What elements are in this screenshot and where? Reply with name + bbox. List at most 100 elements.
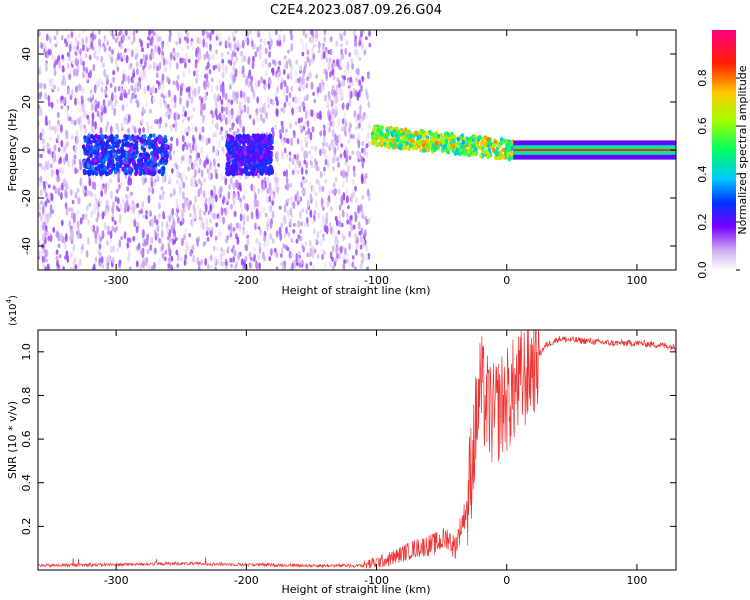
noise-cell [311,46,315,55]
noise-cell [292,201,296,210]
noise-cell [250,211,254,220]
signal-cell [237,133,242,139]
noise-cell [114,38,118,43]
noise-cell [162,95,166,99]
noise-cell [84,53,88,59]
noise-cell [187,142,190,148]
x-tick-label: -200 [234,574,259,587]
noise-cell [334,176,338,183]
noise-cell [184,127,187,134]
noise-cell [95,47,99,54]
noise-cell [181,191,185,200]
noise-cell [100,86,104,93]
signal-cell [104,156,109,162]
noise-cell [233,61,236,66]
noise-cell [359,244,363,250]
noise-cell [329,251,333,259]
signal-cell [121,138,125,144]
noise-cell [338,64,341,70]
noise-cell [146,233,150,241]
noise-cell [64,244,67,250]
signal-cell [135,169,139,175]
noise-cell [352,188,356,198]
noise-cell [58,254,62,259]
noise-cell [344,119,347,124]
noise-cell [187,58,191,64]
noise-cell [307,199,310,209]
noise-cell [299,81,303,90]
noise-cell [152,95,156,103]
noise-cell [118,216,122,224]
noise-cell [239,213,243,222]
noise-cell [168,89,171,98]
noise-cell [215,246,219,252]
noise-cell [275,150,279,158]
noise-cell [151,50,155,60]
noise-cell [367,101,371,108]
noise-cell [194,179,198,185]
noise-cell [76,136,79,143]
signal-cell [108,160,112,166]
noise-cell [264,47,268,55]
noise-cell [107,226,111,232]
signal-cell [420,128,425,134]
noise-cell [175,80,179,88]
noise-cell [280,120,284,127]
noise-cell [233,210,237,218]
colorbar-tick-label: 0.4 [696,165,709,183]
noise-cell [107,180,110,189]
signal-cell [409,133,413,139]
noise-cell [185,53,188,62]
noise-cell [355,248,358,256]
noise-cell [146,125,150,134]
noise-cell [285,85,289,94]
noise-cell [109,83,113,88]
noise-cell [283,101,287,108]
noise-cell [279,253,283,258]
noise-cell [160,93,164,98]
noise-cell [218,229,221,238]
signal-cell [159,135,163,141]
noise-cell [347,138,351,144]
noise-cell [338,32,342,40]
noise-cell [240,50,244,56]
noise-cell [181,118,185,124]
signal-cell [443,144,447,150]
noise-cell [187,165,190,172]
signal-cell [226,169,230,174]
noise-cell [165,92,169,99]
noise-cell [129,97,133,104]
noise-cell [115,188,119,194]
noise-cell [156,65,160,72]
noise-cell [150,181,154,188]
noise-cell [60,192,63,201]
noise-cell [43,165,47,172]
noise-cell [181,155,185,161]
noise-cell [324,262,327,270]
noise-cell [355,126,358,131]
noise-cell [125,35,128,42]
noise-cell [124,92,128,99]
noise-cell [157,46,161,56]
noise-cell [290,253,293,258]
noise-cell [170,96,174,102]
noise-cell [317,48,321,54]
noise-cell [228,117,232,125]
noise-cell [310,109,314,118]
signal-cell [98,169,103,175]
noise-cell [194,195,198,204]
signal-cell [434,140,438,146]
noise-cell [332,265,335,270]
noise-cell [338,133,341,143]
signal-cell [103,166,108,172]
noise-cell [244,77,248,86]
noise-cell [149,38,153,46]
noise-cell [145,100,148,107]
noise-cell [95,217,99,223]
noise-cell [113,86,117,93]
noise-cell [203,177,206,183]
noise-cell [342,192,346,201]
signal-cell [399,143,403,149]
